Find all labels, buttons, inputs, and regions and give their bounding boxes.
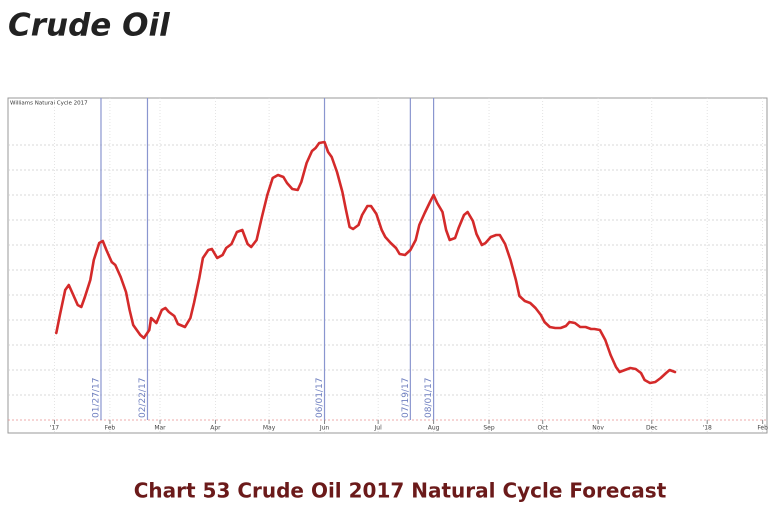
- x-tick-label: Feb: [757, 425, 768, 432]
- event-label: 06/01/17: [315, 378, 325, 418]
- caption: Chart 53 Crude Oil 2017 Natural Cycle Fo…: [134, 479, 667, 503]
- x-tick-label: Jul: [374, 425, 383, 432]
- x-tick-label: Apr: [210, 425, 221, 432]
- x-tick-label: Sep: [483, 425, 495, 432]
- x-tick-label: Dec: [646, 425, 658, 432]
- event-label: 07/19/17: [401, 378, 411, 418]
- x-tick-label: Oct: [537, 425, 548, 432]
- x-tick-label: May: [263, 425, 276, 432]
- x-tick-label: Jun: [319, 425, 330, 432]
- x-tick-label: Nov: [592, 425, 604, 432]
- x-tick-label: '18: [703, 425, 712, 432]
- chart-subtitle: Williams Natural Cycle 2017: [10, 101, 88, 107]
- x-tick-label: Aug: [428, 425, 440, 432]
- event-label: 02/22/17: [138, 378, 148, 418]
- chart-title: Crude Oil: [8, 8, 170, 44]
- event-label: 01/27/17: [91, 378, 101, 418]
- plot-area: [7, 97, 768, 434]
- x-tick-label: Mar: [154, 425, 166, 432]
- event-label: 08/01/17: [424, 378, 434, 418]
- x-tick-label: '17: [50, 425, 59, 432]
- data-line: [55, 140, 677, 385]
- x-tick-label: Feb: [105, 425, 116, 432]
